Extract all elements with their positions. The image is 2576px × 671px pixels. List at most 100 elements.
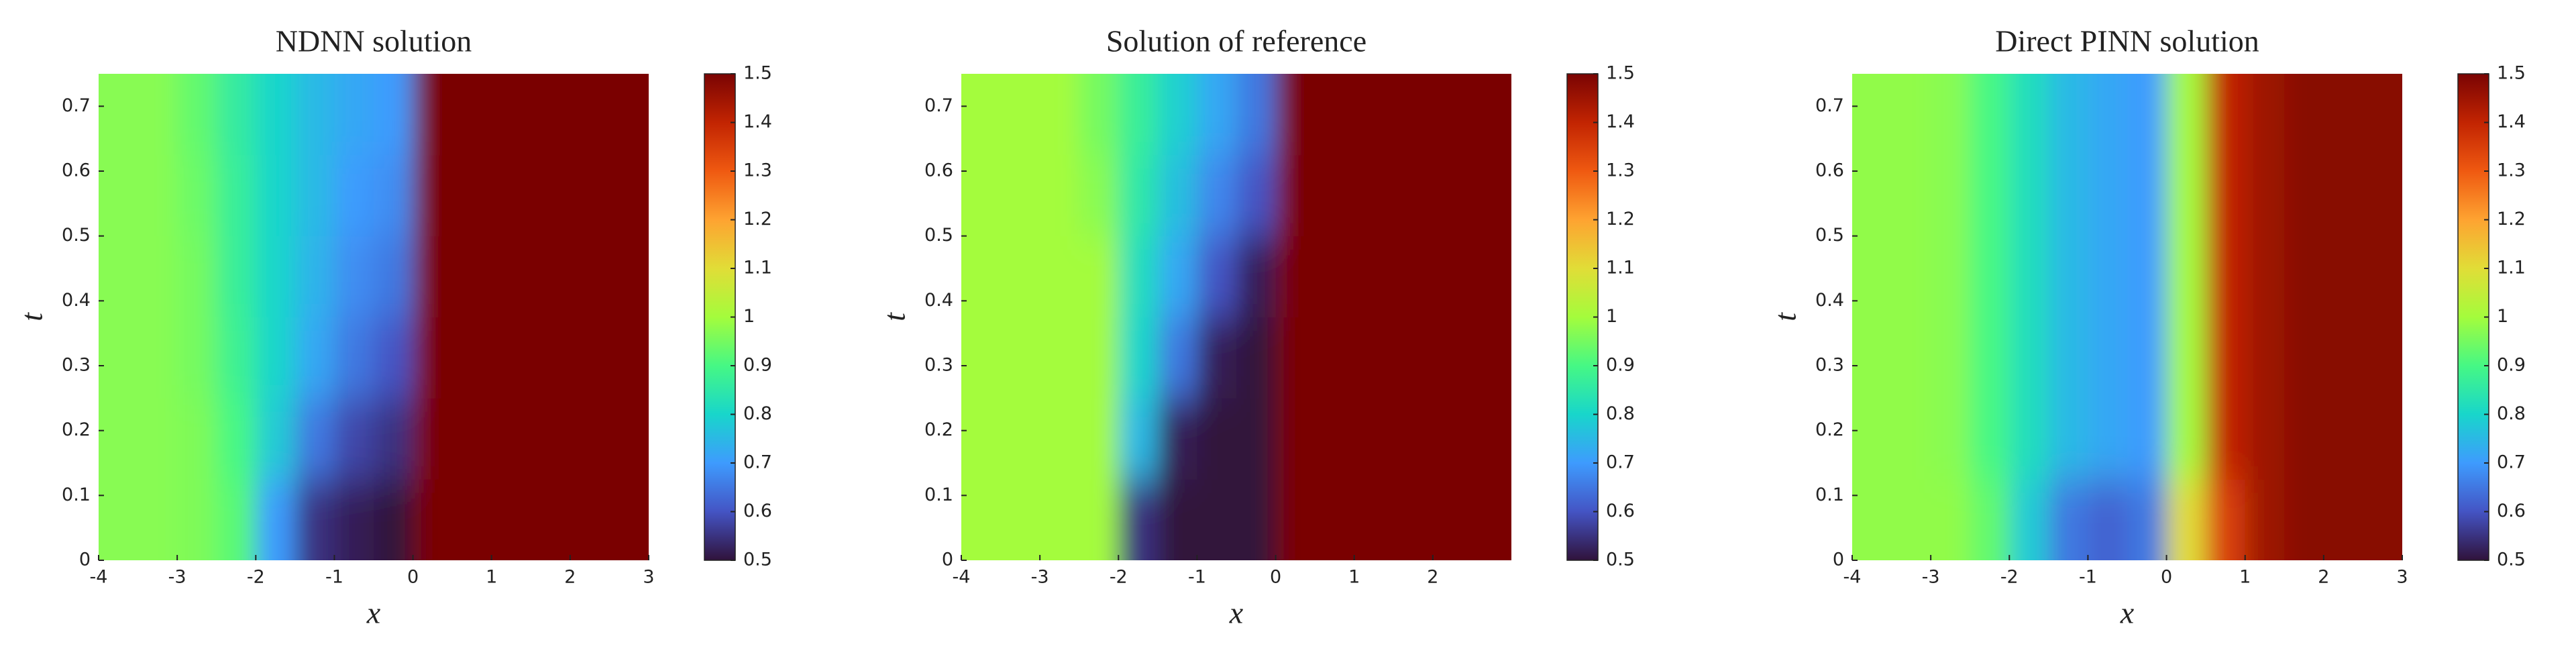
- heat-cell: [2009, 317, 2049, 399]
- colorbar-tick-label: 0.5: [743, 550, 772, 570]
- heat-cell: [2284, 317, 2324, 399]
- heat-cell: [961, 398, 1002, 480]
- heat-cell: [1275, 398, 1316, 480]
- heat-cell: [99, 154, 139, 237]
- heat-cell: [609, 154, 649, 237]
- heat-cell: [452, 154, 492, 237]
- heat-cell: [294, 154, 335, 237]
- heat-cell: [2048, 154, 2088, 237]
- heat-cell: [99, 398, 139, 480]
- heat-cell: [1852, 74, 1892, 156]
- heat-cell: [1354, 236, 1394, 317]
- y-tick-label: 0.3: [62, 355, 91, 376]
- heat-cell: [1891, 236, 1931, 317]
- heat-cell: [531, 236, 571, 317]
- heat-cell: [2009, 479, 2049, 560]
- heat-cell: [216, 317, 256, 399]
- heat-cell: [1157, 74, 1197, 156]
- heat-cell: [1118, 236, 1159, 317]
- heat-cell: [1315, 236, 1355, 317]
- heat-cell: [1393, 479, 1434, 560]
- heat-cell: [1432, 479, 1472, 560]
- heat-cell: [1197, 398, 1237, 480]
- y-tick-label: 0.1: [924, 484, 953, 505]
- heat-cell: [1354, 317, 1394, 399]
- heat-cell: [1000, 154, 1040, 237]
- x-tick-label: 1: [486, 567, 497, 588]
- heat-cell: [1315, 74, 1355, 156]
- x-tick-label: -2: [2000, 567, 2019, 588]
- colorbar-tick-label: 0.5: [2497, 550, 2526, 570]
- y-tick-label: 0.7: [924, 95, 953, 116]
- heat-cell: [2363, 74, 2402, 156]
- heat-cell: [334, 479, 374, 560]
- y-tick-label: 0.2: [924, 419, 953, 440]
- heat-cell: [1118, 154, 1159, 237]
- heat-cell: [177, 74, 217, 156]
- heat-cell: [294, 236, 335, 317]
- heat-cell: [374, 154, 414, 237]
- heat-cell: [2206, 317, 2246, 399]
- heat-cell: [1315, 154, 1355, 237]
- heat-cell: [1432, 317, 1472, 399]
- heat-cell: [294, 398, 335, 480]
- x-tick-label: -4: [90, 567, 108, 588]
- heat-cell: [138, 317, 178, 399]
- heat-cell: [256, 236, 296, 317]
- heat-cell: [961, 74, 1002, 156]
- heat-cell: [1432, 74, 1472, 156]
- heat-cell: [2166, 236, 2206, 317]
- heat-cell: [1393, 154, 1434, 237]
- heat-cell: [491, 317, 531, 399]
- heat-cell: [138, 154, 178, 237]
- heat-cell: [1354, 74, 1394, 156]
- colorbar-tick-label: 0.9: [743, 355, 772, 376]
- heat-cell: [1891, 479, 1931, 560]
- x-tick-label: -1: [1188, 567, 1206, 588]
- heat-cell: [570, 317, 610, 399]
- heat-cell: [294, 479, 335, 560]
- heat-cell: [1040, 236, 1080, 317]
- heat-cell: [452, 317, 492, 399]
- heat-cell: [2323, 317, 2363, 399]
- chart-title: Direct PINN solution: [1995, 24, 2259, 58]
- heat-cell: [491, 479, 531, 560]
- heat-cell: [452, 398, 492, 480]
- heat-cell: [1970, 398, 2010, 480]
- heat-cell: [1891, 154, 1931, 237]
- heat-cell: [1040, 74, 1080, 156]
- heat-cell: [138, 479, 178, 560]
- heat-cell: [2088, 236, 2128, 317]
- heat-cell: [491, 74, 531, 156]
- y-tick-label: 0.4: [62, 290, 91, 311]
- y-tick-label: 0.2: [62, 419, 91, 440]
- heat-cell: [1236, 398, 1277, 480]
- x-tick-label: -3: [1922, 567, 1940, 588]
- y-tick-label: 0.5: [924, 225, 953, 246]
- colorbar-tick-label: 0.8: [1606, 403, 1635, 424]
- heat-cell: [1472, 479, 1511, 560]
- heat-cell: [1079, 398, 1119, 480]
- y-tick-label: 0: [1833, 550, 1844, 570]
- x-tick-label: -3: [1031, 567, 1049, 588]
- heat-cell: [2048, 479, 2088, 560]
- heat-cell: [1040, 154, 1080, 237]
- heat-cell: [177, 479, 217, 560]
- x-axis-label: x: [1229, 596, 1244, 630]
- heat-cell: [2166, 317, 2206, 399]
- heat-cell: [2088, 317, 2128, 399]
- colorbar-tick-label: 0.5: [1606, 550, 1635, 570]
- colorbar-tick-label: 1.4: [1606, 111, 1635, 132]
- heat-cell: [570, 236, 610, 317]
- y-tick-label: 0: [79, 550, 91, 570]
- heat-cell: [1118, 479, 1159, 560]
- heat-cell: [1891, 74, 1931, 156]
- heat-cell: [2009, 398, 2049, 480]
- x-tick-label: -2: [1110, 567, 1128, 588]
- heat-cell: [2088, 154, 2128, 237]
- heat-cell: [177, 154, 217, 237]
- heat-cell: [1472, 74, 1511, 156]
- heat-cell: [2088, 74, 2128, 156]
- heat-cell: [570, 479, 610, 560]
- heat-cell: [216, 154, 256, 237]
